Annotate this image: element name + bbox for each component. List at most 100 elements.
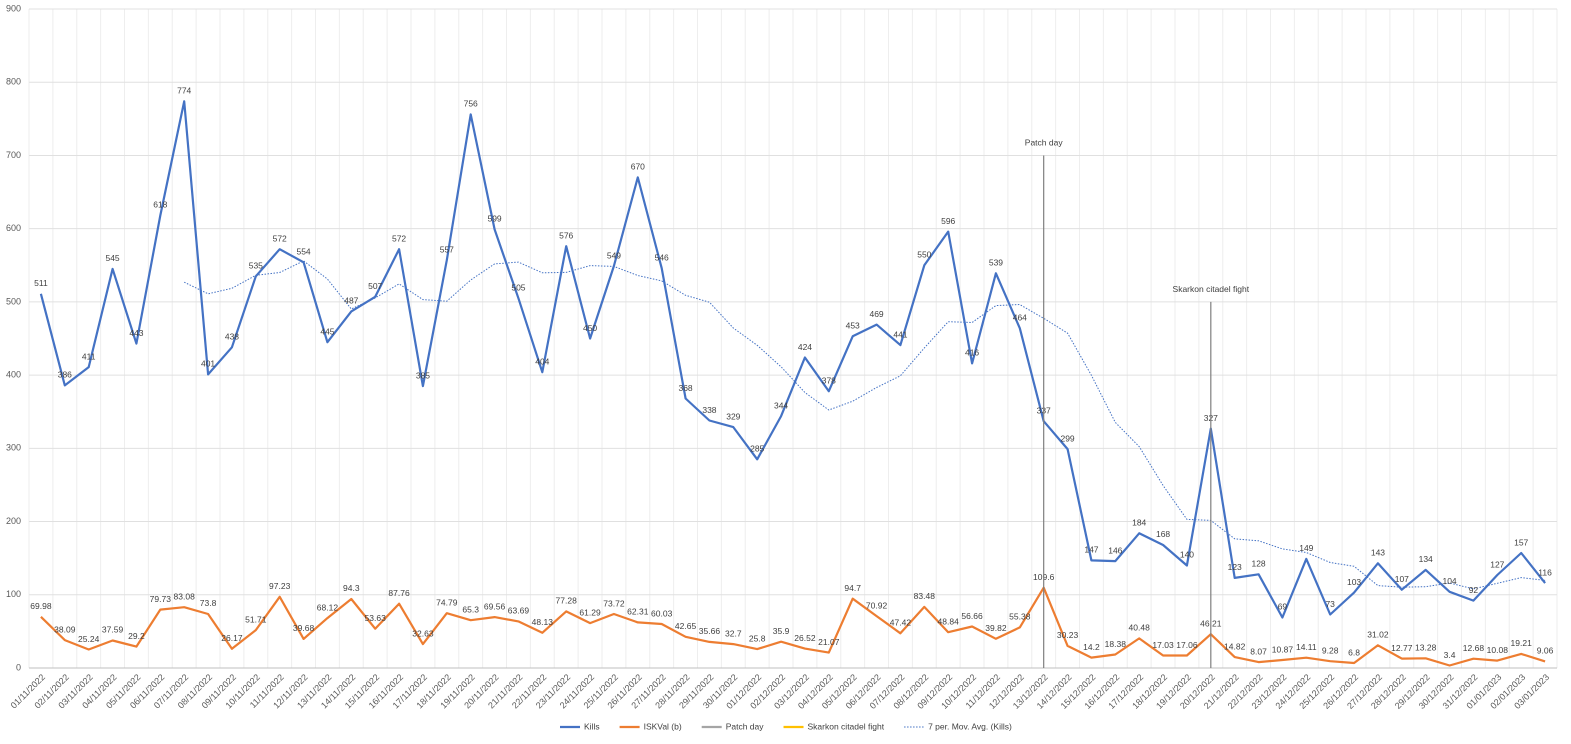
data-label: 60.03 [651, 608, 673, 618]
data-label: 14.11 [1296, 642, 1317, 652]
data-label: 149 [1299, 543, 1313, 553]
data-label: 39.82 [985, 623, 1007, 633]
legend-label: Patch day [726, 721, 765, 731]
legend-label: 7 per. Mov. Avg. (Kills) [928, 721, 1012, 731]
data-label: 56.66 [961, 611, 983, 621]
legend-label: Skarkon citadel fight [808, 721, 885, 731]
data-label: 450 [583, 323, 597, 333]
data-label: 411 [82, 351, 96, 361]
data-label: 487 [344, 296, 358, 306]
data-label: 48.84 [938, 616, 960, 626]
y-tick-label: 300 [6, 443, 21, 453]
data-label: 507 [368, 281, 382, 291]
data-label: 55.38 [1009, 612, 1031, 622]
y-tick-label: 200 [6, 516, 21, 526]
data-label: 3.4 [1444, 650, 1456, 660]
data-label: 338 [702, 405, 716, 415]
data-label: 756 [464, 99, 478, 109]
data-label: 30.23 [1057, 630, 1079, 640]
data-label: 535 [249, 261, 263, 271]
data-label: 385 [416, 370, 430, 380]
data-label: 39.68 [293, 623, 315, 633]
data-label: 511 [34, 278, 48, 288]
data-label: 61.29 [579, 607, 601, 617]
data-label: 6.8 [1348, 647, 1360, 657]
data-label: 123 [1228, 562, 1242, 572]
data-label: 62.31 [627, 607, 649, 617]
data-label: 69 [1278, 602, 1288, 612]
data-label: 378 [822, 375, 836, 385]
data-label: 545 [105, 253, 119, 263]
data-label: 557 [440, 244, 454, 254]
data-label: 143 [1371, 548, 1385, 558]
data-label: 127 [1490, 559, 1504, 569]
data-label: 77.28 [556, 596, 578, 606]
data-label: 599 [487, 214, 501, 224]
data-label: 94.7 [844, 583, 861, 593]
data-label: 14.2 [1083, 642, 1100, 652]
data-label: 73.8 [200, 598, 217, 608]
data-label: 469 [869, 309, 883, 319]
data-label: 17.03 [1152, 640, 1174, 650]
series-line [183, 260, 1546, 590]
data-label: 424 [798, 342, 812, 352]
data-label: 140 [1180, 550, 1194, 560]
data-label: 464 [1013, 312, 1027, 322]
data-label: 31.02 [1367, 630, 1389, 640]
data-label: 10.08 [1487, 645, 1509, 655]
data-label: 505 [511, 282, 525, 292]
data-label: 63.69 [508, 606, 530, 616]
data-label: 134 [1419, 554, 1433, 564]
series-line [40, 586, 1546, 667]
data-label: 618 [153, 200, 167, 210]
data-label: 26.52 [794, 633, 816, 643]
data-label: 25.24 [78, 634, 100, 644]
data-label: 157 [1514, 537, 1528, 547]
legend-item: Patch day [701, 721, 765, 731]
data-label: 10.87 [1272, 644, 1294, 654]
y-tick-label: 600 [6, 223, 21, 233]
data-label: 299 [1060, 433, 1074, 443]
data-label: 107 [1395, 574, 1409, 584]
y-tick-label: 800 [6, 77, 21, 87]
legend: Kills ISKVal (b) Patch day Skarkon citadel … [560, 721, 1012, 731]
data-label: 83.08 [174, 591, 196, 601]
data-label: 774 [177, 86, 191, 96]
data-label: 47.42 [890, 618, 912, 628]
data-label: 554 [296, 247, 310, 257]
data-label: 21.07 [818, 637, 840, 647]
data-label: 147 [1084, 545, 1098, 555]
data-label: 70.92 [866, 600, 888, 610]
data-label: 546 [655, 252, 669, 262]
y-tick-label: 400 [6, 369, 21, 379]
legend-item: Skarkon citadel fight [783, 721, 885, 731]
data-label: 53.63 [365, 613, 387, 623]
y-tick-label: 700 [6, 150, 21, 160]
data-label: 285 [750, 444, 764, 454]
data-label: 14.82 [1224, 641, 1246, 651]
data-label: 670 [631, 162, 645, 172]
y-tick-label: 500 [6, 296, 21, 306]
data-label: 13.28 [1415, 643, 1437, 653]
legend-item: ISKVal (b) [619, 721, 682, 731]
data-label: 386 [58, 370, 72, 380]
data-label: 74.79 [436, 597, 458, 607]
data-label: 17.06 [1176, 640, 1198, 650]
data-label: 116 [1538, 567, 1552, 577]
data-label: 572 [392, 233, 406, 243]
legend-item: 7 per. Mov. Avg. (Kills) [904, 721, 1012, 731]
y-tick-label: 100 [6, 589, 21, 599]
data-label: 103 [1347, 577, 1361, 587]
data-label: 32.7 [725, 628, 742, 638]
data-label: 128 [1251, 559, 1265, 569]
data-label: 19.21 [1511, 638, 1533, 648]
data-label: 51.71 [245, 614, 267, 624]
data-label: 26.17 [221, 633, 243, 643]
data-label: 453 [846, 321, 860, 331]
data-label: 596 [941, 216, 955, 226]
data-label: 68.12 [317, 602, 339, 612]
data-label: 104 [1442, 576, 1456, 586]
data-label: 79.73 [150, 594, 172, 604]
data-label: 69.98 [30, 601, 52, 611]
legend-item: Kills [560, 721, 600, 731]
